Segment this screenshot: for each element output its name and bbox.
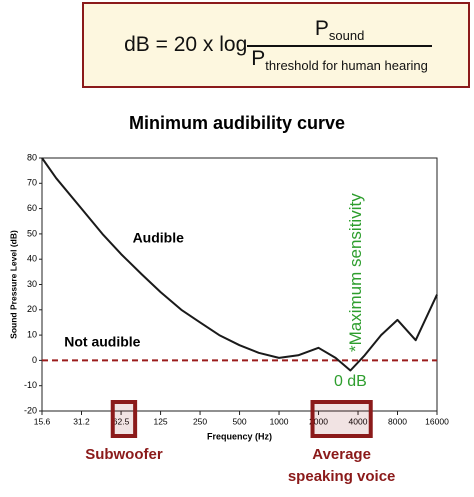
chart-title: Minimum audibility curve [129, 113, 345, 133]
x-tick-label: 500 [232, 416, 246, 426]
highlight-box [310, 400, 373, 438]
highlight-label: speaking voice [288, 468, 396, 485]
formula-lhs: dB = 20 x log [124, 33, 248, 56]
marker-label: *Maximum sensitivity [346, 193, 365, 352]
denominator: Pthreshold for human hearing [251, 47, 428, 73]
curve [41, 157, 438, 372]
highlight-label: Average [312, 446, 371, 463]
region-label: Audible [133, 230, 185, 246]
highlight-box [110, 400, 138, 438]
x-tick-label: 62.5 [113, 416, 130, 426]
y-axis-label: Sound Pressure Level (dB) [8, 230, 18, 339]
y-tick-label: 70 [27, 178, 37, 188]
x-tick-label: 125 [153, 416, 167, 426]
x-tick-label: 8000 [388, 416, 407, 426]
highlight-label: Subwoofer [85, 446, 163, 463]
y-tick-label: 0 [32, 355, 37, 365]
region-label: Not audible [64, 333, 140, 349]
x-tick-label: 31.2 [73, 416, 90, 426]
x-tick-label: 250 [193, 416, 207, 426]
numerator: Psound [247, 17, 432, 47]
numerator-sub: sound [328, 28, 365, 44]
y-tick-label: 30 [27, 279, 37, 289]
formula-box: dB = 20 x log Psound Pthreshold for huma… [82, 2, 470, 88]
reference-label: 0 dB [334, 373, 367, 390]
numerator-base: P [314, 17, 329, 41]
y-tick-label: 10 [27, 329, 37, 339]
x-tick-label: 15.6 [34, 416, 51, 426]
x-axis-label: Frequency (Hz) [207, 431, 272, 441]
x-tick-label: 1000 [270, 416, 289, 426]
y-tick-label: 40 [27, 254, 37, 264]
y-tick-label: -20 [24, 405, 37, 415]
plot-frame [41, 157, 438, 412]
fraction: Psound Pthreshold for human hearing [247, 17, 432, 73]
denominator-sub: threshold for human hearing [265, 57, 428, 73]
y-tick-label: 50 [27, 228, 37, 238]
y-tick-label: 80 [27, 152, 37, 162]
denominator-base: P [251, 46, 266, 70]
y-tick-label: 20 [27, 304, 37, 314]
y-tick-label: -10 [24, 380, 37, 390]
x-tick-label: 16000 [425, 416, 449, 426]
x-tick-label: 4000 [349, 416, 368, 426]
y-tick-label: 60 [27, 203, 37, 213]
x-tick-label: 2000 [309, 416, 328, 426]
